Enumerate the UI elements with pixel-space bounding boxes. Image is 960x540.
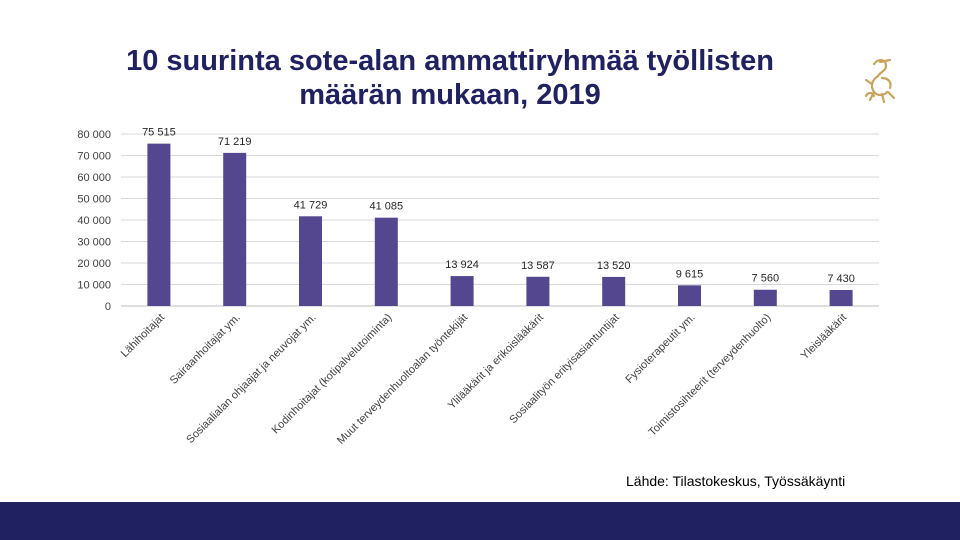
bar xyxy=(223,152,247,306)
chart-title-line-1: 10 suurinta sote-alan ammattiryhmää työl… xyxy=(126,45,774,77)
bar xyxy=(678,285,701,306)
x-tick-label: Sosiaalialan ohjaajat ja neuvojat ym. xyxy=(184,312,318,446)
bar xyxy=(147,143,171,306)
gridlines xyxy=(121,133,879,307)
data-label: 7 560 xyxy=(752,273,780,285)
source-note: Lähde: Tilastokeskus, Työssäkäynti xyxy=(626,473,846,489)
y-tick-label: 60 000 xyxy=(77,172,111,184)
bar-chart: 0 10 000 20 000 30 000 40 000 50 000 60 000 70 … xyxy=(77,127,879,447)
bar xyxy=(829,290,853,306)
x-tick-label: Muut terveydenhuoltoalan työntekijät xyxy=(335,312,470,447)
y-tick-label: 0 xyxy=(105,301,111,313)
chart-title-line-2: määrän mukaan, 2019 xyxy=(299,79,601,111)
data-label: 71 219 xyxy=(218,136,252,148)
bar xyxy=(526,276,550,306)
data-label: 13 520 xyxy=(597,260,631,272)
bar xyxy=(450,276,474,306)
data-labels: 75 515 71 219 41 729 41 085 13 924 13 587 13 5… xyxy=(142,127,855,285)
x-tick-label: Yleislääkärit xyxy=(799,312,849,362)
bar xyxy=(374,217,398,306)
data-label: 41 729 xyxy=(294,199,328,211)
y-tick-label: 30 000 xyxy=(77,237,111,249)
y-tick-label: 40 000 xyxy=(77,215,111,227)
x-axis-labels: Lähihoitajat Sairaanhoitajat ym.Sosiaalia… xyxy=(119,312,849,447)
data-label: 75 515 xyxy=(142,127,176,139)
bars xyxy=(147,143,853,306)
y-tick-label: 20 000 xyxy=(77,258,111,270)
bar xyxy=(602,276,626,306)
chart-title: 10 suurinta sote-alan ammattiryhmää työl… xyxy=(40,44,860,112)
data-label: 9 615 xyxy=(676,268,704,280)
x-tick-label: Toimistosihteerit (terveydenhuolto) xyxy=(646,312,773,439)
x-tick-label: Fysioterapeutit ym. xyxy=(623,312,697,386)
lion-crest-icon xyxy=(864,58,896,104)
y-axis: 0 10 000 20 000 30 000 40 000 50 000 60 000 70 … xyxy=(77,129,111,313)
x-tick-label: Kodinhoitajat (kotipalvelutoiminta) xyxy=(270,312,395,437)
y-tick-label: 50 000 xyxy=(77,194,111,206)
y-tick-label: 80 000 xyxy=(77,129,111,141)
x-tick-label: Sairaanhoitajat ym. xyxy=(168,312,243,387)
x-tick-label: Lähihoitajat xyxy=(119,312,167,360)
y-tick-label: 10 000 xyxy=(77,280,111,292)
data-label: 7 430 xyxy=(827,273,855,285)
data-label: 13 924 xyxy=(445,259,479,271)
data-label: 41 085 xyxy=(369,201,403,213)
bar xyxy=(753,289,777,306)
y-tick-label: 70 000 xyxy=(77,151,111,163)
footer-bar xyxy=(0,502,960,540)
data-label: 13 587 xyxy=(521,260,555,272)
bar xyxy=(299,216,322,306)
